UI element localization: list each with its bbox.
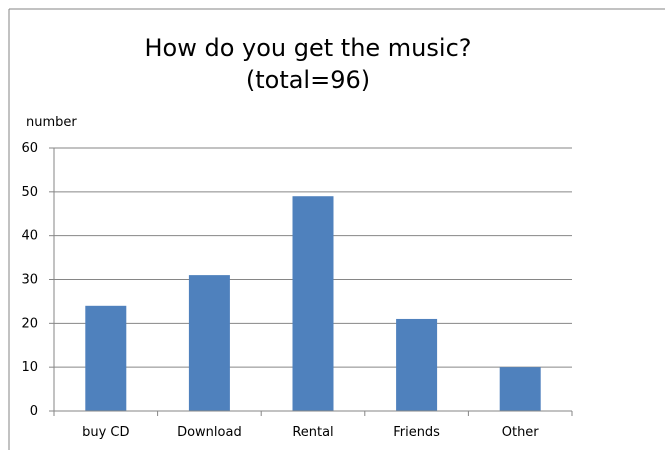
chart-subtitle: (total=96) <box>246 66 370 94</box>
bar <box>85 305 127 411</box>
y-axis-label: number <box>26 115 77 130</box>
axes <box>53 148 573 416</box>
y-tick-label: 50 <box>21 185 38 200</box>
bar <box>499 367 541 411</box>
chart-title: How do you get the music? <box>144 34 471 62</box>
y-tick-label: 0 <box>30 404 38 419</box>
x-tick-label: Other <box>502 425 540 440</box>
bar <box>188 275 230 411</box>
x-tick-label: Rental <box>292 425 333 440</box>
bar <box>396 318 438 411</box>
x-tick-label: Friends <box>393 425 440 440</box>
y-tick-label: 20 <box>21 316 38 331</box>
y-tick-labels: 0 10 20 30 40 50 60 <box>21 141 38 419</box>
x-tick-labels: buy CD Download Rental Friends Other <box>82 425 539 440</box>
bar <box>292 196 334 411</box>
x-tick-label: Download <box>177 425 242 440</box>
y-tick-label: 40 <box>21 229 38 244</box>
y-tick-label: 10 <box>21 360 38 375</box>
y-tick-label: 60 <box>21 141 38 156</box>
y-tick-label: 30 <box>21 273 38 288</box>
bars <box>85 196 541 411</box>
x-tick-label: buy CD <box>82 425 129 440</box>
